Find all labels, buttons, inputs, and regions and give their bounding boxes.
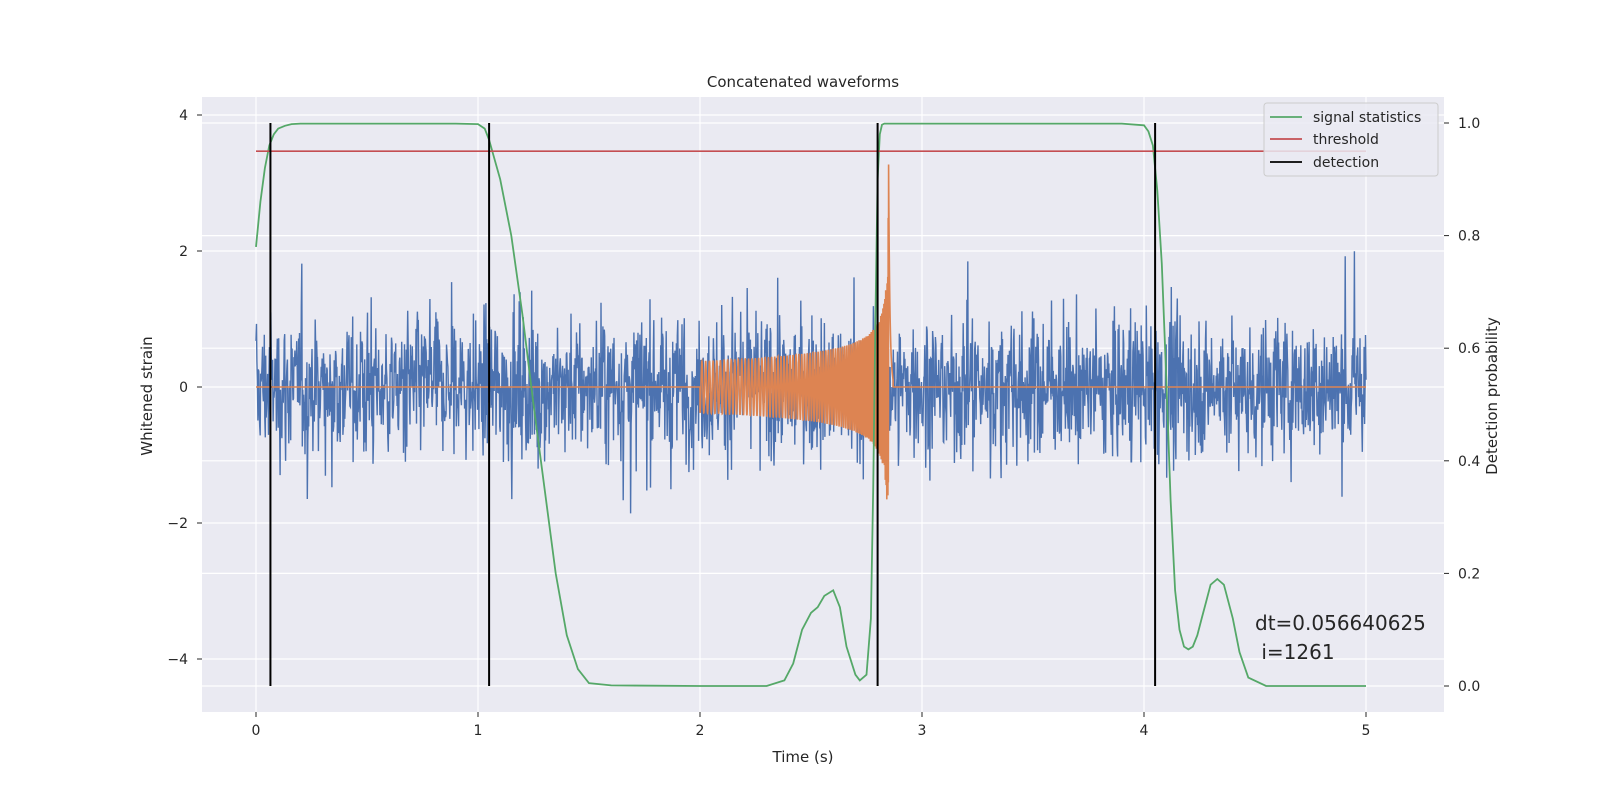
legend: signal statistics threshold detection bbox=[1263, 102, 1439, 177]
y-axis: 4 2 0 −2 −4 bbox=[167, 108, 202, 668]
annotation-dt: dt=0.056640625 bbox=[1255, 611, 1426, 635]
y2-axis-label: Detection probability bbox=[1483, 317, 1501, 475]
y-tick-label: 2 bbox=[179, 244, 188, 260]
signal-statistics-line bbox=[255, 122, 1366, 687]
probability-series bbox=[255, 122, 1366, 687]
y-tick-label: 4 bbox=[179, 108, 188, 124]
y-tick-label: −4 bbox=[167, 652, 188, 668]
x-tick-label: 0 bbox=[252, 723, 261, 739]
x-tick-label: 2 bbox=[696, 723, 705, 739]
y-axis-label: Whitened strain bbox=[138, 336, 156, 455]
y2-tick-label: 0.4 bbox=[1458, 454, 1480, 470]
legend-label-signal-statistics: signal statistics bbox=[1313, 110, 1421, 126]
y2-tick-label: 1.0 bbox=[1458, 116, 1480, 132]
y2-tick-label: 0.8 bbox=[1458, 229, 1480, 245]
legend-label-detection: detection bbox=[1313, 155, 1379, 171]
x-tick-label: 1 bbox=[474, 723, 483, 739]
chart-title: Concatenated waveforms bbox=[707, 73, 899, 91]
y-tick-label: −2 bbox=[167, 516, 188, 532]
y2-tick-label: 0.2 bbox=[1458, 566, 1480, 582]
x-axis: 0 1 2 3 4 5 bbox=[252, 712, 1371, 739]
chirp-series bbox=[256, 164, 1366, 500]
y2-tick-label: 0.6 bbox=[1458, 341, 1480, 357]
x-tick-label: 4 bbox=[1140, 723, 1149, 739]
x-tick-label: 3 bbox=[918, 723, 927, 739]
x-tick-label: 5 bbox=[1362, 723, 1371, 739]
y2-axis: 1.0 0.8 0.6 0.4 0.2 0.0 bbox=[1444, 116, 1480, 695]
chirp-line bbox=[256, 164, 1366, 500]
annotation-i: i=1261 bbox=[1255, 640, 1335, 664]
y-tick-label: 0 bbox=[179, 380, 188, 396]
x-axis-label: Time (s) bbox=[772, 748, 834, 766]
y2-tick-label: 0.0 bbox=[1458, 679, 1480, 695]
legend-label-threshold: threshold bbox=[1313, 132, 1379, 148]
